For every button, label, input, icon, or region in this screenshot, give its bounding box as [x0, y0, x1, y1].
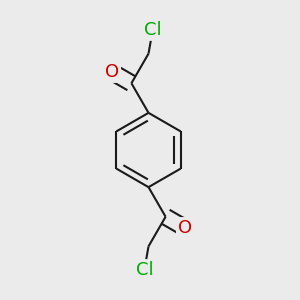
Text: O: O	[105, 63, 119, 81]
Text: O: O	[178, 219, 192, 237]
Text: Cl: Cl	[136, 261, 153, 279]
Text: Cl: Cl	[144, 21, 161, 39]
